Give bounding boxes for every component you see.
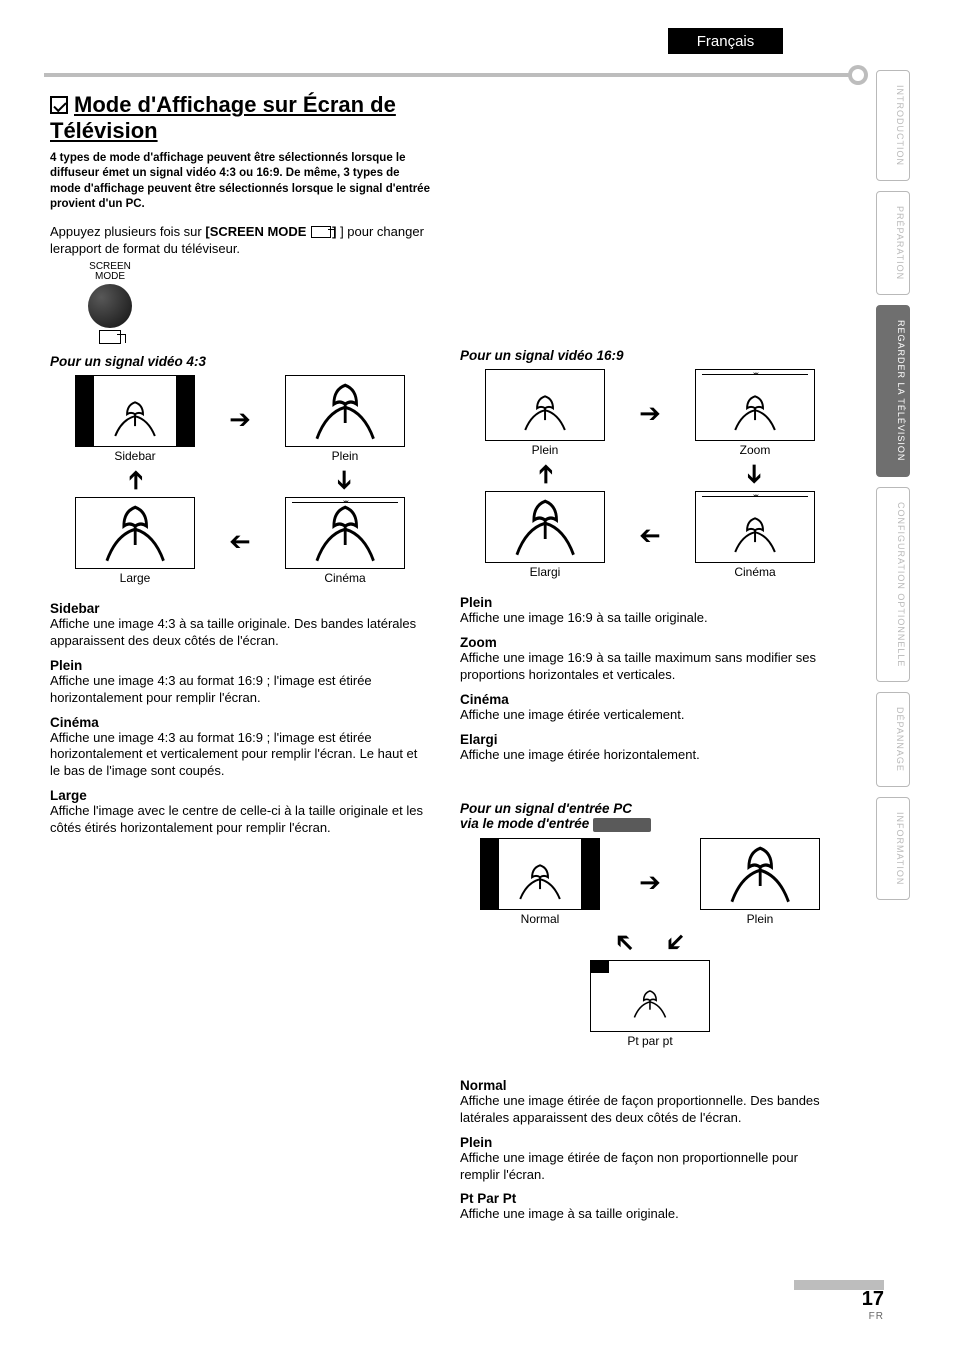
screen-mode-button-illus: SCREEN MODE (80, 262, 140, 344)
defs-43: Sidebar Affiche une image 4:3 à sa taill… (50, 601, 430, 837)
right-column: Pour un signal vidéo 16:9 Plein ˇ ˇ Zoom… (460, 92, 840, 1223)
language-pill: Français (668, 28, 783, 54)
side-tab-config[interactable]: CONFIGURATION OPTIONNELLE (876, 487, 910, 682)
cap-cinema: Cinéma (285, 571, 405, 585)
cap-sidebar: Sidebar (75, 449, 195, 463)
def-ptpt: Affiche une image à sa taille originale. (460, 1206, 840, 1223)
instr-btn-label: [SCREEN MODE (205, 224, 306, 239)
defs-169: Plein Affiche une image 16:9 à sa taille… (460, 595, 840, 763)
heading-169: Pour un signal vidéo 16:9 (460, 348, 840, 363)
page-footer: 17 FR (794, 1280, 884, 1322)
arrow-right-icon (229, 406, 251, 432)
sm-label-2: MODE (80, 272, 140, 282)
diagram-169: Plein ˇ ˇ Zoom Elargi ˇ ˇ Cinéma (460, 369, 840, 587)
page-number: 17 (794, 1288, 884, 1311)
manual-page: Français INTRODUCTION PRÉPARATION REGARD… (0, 0, 954, 1348)
arrow-down-icon (744, 461, 766, 487)
cap-ptpt: Pt par pt (590, 1034, 710, 1048)
page-lang: FR (794, 1311, 884, 1322)
diagram-43: Sidebar Plein Large ˇ ˇ (50, 375, 430, 593)
thumb-large: Large (75, 497, 195, 585)
instruction: Appuyez plusieurs fois sur [SCREEN MODE … (50, 223, 430, 258)
side-tab-watch-tv[interactable]: REGARDER LA TÉLÉVISION (876, 305, 910, 476)
defs-pc: Normal Affiche une image étirée de façon… (460, 1078, 840, 1223)
cap-normal: Normal (480, 912, 600, 926)
thumb-elargi: Elargi (485, 491, 605, 579)
term-zoom: Zoom (460, 635, 840, 650)
thumb-zoom: ˇ ˇ Zoom (695, 369, 815, 457)
term-cinema-43: Cinéma (50, 715, 430, 730)
term-plein169: Plein (460, 595, 840, 610)
thumb-pc-plein: Plein (700, 838, 820, 926)
cap-cinema169: Cinéma (695, 565, 815, 579)
def-normal: Affiche une image étirée de façon propor… (460, 1093, 840, 1127)
heading-43: Pour un signal vidéo 4:3 (50, 354, 430, 369)
thumb-cinema169: ˇ ˇ Cinéma (695, 491, 815, 579)
instr-pre: Appuyez plusieurs fois sur (50, 224, 205, 239)
term-pc-plein: Plein (460, 1135, 840, 1150)
arrow-right-icon (639, 869, 661, 895)
cap-zoom: Zoom (695, 443, 815, 457)
thumb-plein169: Plein (485, 369, 605, 457)
arrow-right-icon (639, 400, 661, 426)
arrow-downleft-icon (665, 930, 687, 956)
term-cinema169: Cinéma (460, 692, 840, 707)
left-column: Mode d'Affichage sur Écran de Télévision… (50, 92, 430, 1223)
cap-elargi: Elargi (485, 565, 605, 579)
diag-arrows (613, 930, 687, 956)
def-plein-43: Affiche une image 4:3 au format 16:9 ; l… (50, 673, 430, 707)
term-large: Large (50, 788, 430, 803)
arrow-down-icon (334, 467, 356, 493)
side-tab-information[interactable]: INFORMATION (876, 797, 910, 900)
side-tab-introduction[interactable]: INTRODUCTION (876, 70, 910, 181)
title-text: Mode d'Affichage sur Écran de Télévision (50, 92, 396, 143)
cap-plein: Plein (285, 449, 405, 463)
heading-pc-2: via le mode d'entrée (460, 816, 840, 831)
arrow-left-icon (229, 528, 251, 554)
arrow-left-icon (639, 522, 661, 548)
arrow-upleft-icon (613, 930, 635, 956)
side-tab-depannage[interactable]: DÉPANNAGE (876, 692, 910, 787)
cap-pc-plein: Plein (700, 912, 820, 926)
remote-button-icon (88, 284, 132, 328)
thumb-plein: Plein (285, 375, 405, 463)
arrow-up-icon (124, 467, 146, 493)
def-sidebar: Affiche une image 4:3 à sa taille origin… (50, 616, 430, 650)
side-tab-preparation[interactable]: PRÉPARATION (876, 191, 910, 295)
def-pc-plein: Affiche une image étirée de façon non pr… (460, 1150, 840, 1184)
hdmi-badge-icon (593, 818, 651, 832)
def-zoom: Affiche une image 16:9 à sa taille maxim… (460, 650, 840, 684)
heading-pc-1: Pour un signal d'entrée PC (460, 801, 840, 816)
def-cinema169: Affiche une image étirée verticalement. (460, 707, 840, 724)
def-large: Affiche l'image avec le centre de celle-… (50, 803, 430, 837)
side-nav: INTRODUCTION PRÉPARATION REGARDER LA TÉL… (876, 70, 910, 900)
top-rule-circle (848, 65, 868, 85)
thumb-sidebar: Sidebar (75, 375, 195, 463)
page-title: Mode d'Affichage sur Écran de Télévision (50, 92, 430, 145)
thumb-ptpt: Pt par pt (590, 960, 710, 1048)
arrow-up-icon (534, 461, 556, 487)
diagram-pc: Normal Plein Pt par pt (460, 838, 840, 1056)
intro-text: 4 types de mode d'affichage peuvent être… (50, 151, 430, 213)
term-sidebar: Sidebar (50, 601, 430, 616)
heading-pc-2-text: via le mode d'entrée (460, 816, 589, 831)
thumb-cinema: ˇ ˇ Cinéma (285, 497, 405, 585)
cap-plein169: Plein (485, 443, 605, 457)
def-cinema-43: Affiche une image 4:3 au format 16:9 ; l… (50, 730, 430, 781)
term-ptpt: Pt Par Pt (460, 1191, 840, 1206)
screen-mode-icon (311, 226, 331, 238)
def-plein169: Affiche une image 16:9 à sa taille origi… (460, 610, 840, 627)
top-rule (44, 73, 854, 77)
term-elargi: Elargi (460, 732, 840, 747)
term-plein-43: Plein (50, 658, 430, 673)
cap-large: Large (75, 571, 195, 585)
term-normal: Normal (460, 1078, 840, 1093)
thumb-normal: Normal (480, 838, 600, 926)
content-area: Mode d'Affichage sur Écran de Télévision… (50, 92, 840, 1223)
aspect-icon (99, 330, 121, 344)
checkbox-icon (50, 96, 68, 114)
def-elargi: Affiche une image étirée horizontalement… (460, 747, 840, 764)
